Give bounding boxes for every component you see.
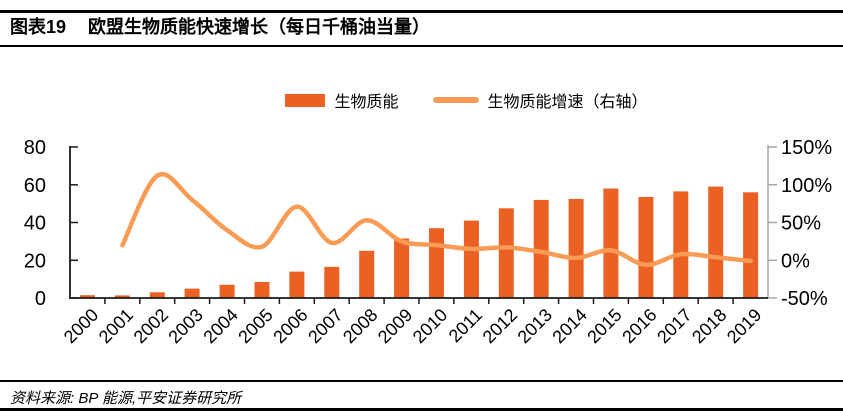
x-axis-label-2019: 2019 (723, 305, 765, 347)
legend-label-bars: 生物质能 (334, 94, 399, 111)
bar-2010 (429, 228, 444, 298)
bar-2004 (219, 284, 235, 298)
bar-2015 (603, 188, 619, 298)
x-axis-label-2018: 2018 (688, 305, 730, 347)
bar-2013 (533, 199, 549, 298)
line-series-swatch-icon (432, 97, 479, 103)
bar-2005 (254, 282, 270, 298)
bar-2016 (638, 197, 654, 298)
legend-label-line: 生物质能增速（右轴） (487, 94, 648, 111)
chart-legend: 生物质能 生物质能增速（右轴） (0, 88, 843, 112)
figure-number: 图表19 (10, 17, 67, 37)
x-axis-label-2010: 2010 (409, 305, 451, 347)
growth-line-series (120, 171, 753, 268)
x-axis-label-2016: 2016 (618, 305, 660, 347)
right-axis-tick-label: 0% (781, 250, 810, 272)
bar-2019 (743, 192, 759, 298)
x-axis-label-2007: 2007 (304, 305, 346, 347)
left-axis-tick-label: 60 (24, 175, 46, 197)
x-axis-label-2003: 2003 (164, 305, 206, 347)
left-axis-tick-label: 40 (24, 213, 46, 235)
bar-2009 (394, 238, 410, 298)
left-axis-tick-label: 20 (24, 250, 46, 272)
x-axis-label-2011: 2011 (445, 305, 487, 347)
x-axis-label-2009: 2009 (374, 305, 416, 347)
x-axis-label-2006: 2006 (269, 305, 311, 347)
bar-2007 (324, 266, 340, 298)
figure-title-text: 欧盟生物质能快速增长（每日千桶油当量） (88, 17, 431, 37)
x-axis-label-2017: 2017 (653, 305, 695, 347)
bar-2018 (708, 186, 724, 298)
right-axis-tick-label: -50% (781, 288, 828, 310)
bar-series-swatch-icon (285, 93, 326, 107)
right-axis-tick-label: 100% (781, 175, 832, 197)
bar-2002 (149, 292, 165, 298)
x-axis-label-2001: 2001 (95, 305, 137, 347)
bar-2001 (114, 295, 130, 298)
x-axis-label-2004: 2004 (199, 305, 241, 347)
legend-item-bars: 生物质能 (285, 88, 399, 112)
legend-item-line: 生物质能增速（右轴） (432, 88, 648, 112)
source-text: 资料来源: BP 能源,平安证券研究所 (10, 390, 242, 407)
bar-2011 (463, 220, 479, 298)
bar-2006 (289, 271, 305, 298)
bar-2000 (80, 295, 95, 298)
x-axis-label-2012: 2012 (479, 305, 521, 347)
x-axis-label-2005: 2005 (234, 305, 276, 347)
x-axis-label-2008: 2008 (339, 305, 381, 347)
source-note: 资料来源: BP 能源,平安证券研究所 (0, 380, 843, 408)
bottom-border-rule (0, 408, 843, 411)
x-axis-label-2002: 2002 (130, 305, 172, 347)
x-axis-label-2015: 2015 (583, 305, 625, 347)
left-axis-tick-label: 0 (35, 288, 46, 310)
right-axis-tick-label: 150% (781, 137, 832, 159)
left-axis-tick-label: 80 (24, 137, 46, 159)
bar-2003 (184, 288, 200, 298)
bar-2012 (498, 208, 514, 298)
bar-2008 (359, 250, 375, 298)
figure-title: 图表19 欧盟生物质能快速增长（每日千桶油当量） (0, 10, 843, 47)
x-axis-label-2013: 2013 (514, 305, 556, 347)
x-axis-label-2000: 2000 (60, 305, 102, 347)
x-axis-label-2014: 2014 (548, 305, 590, 347)
bar-2017 (673, 191, 689, 298)
right-axis-tick-label: 50% (781, 213, 821, 235)
bar-2014 (568, 198, 584, 298)
